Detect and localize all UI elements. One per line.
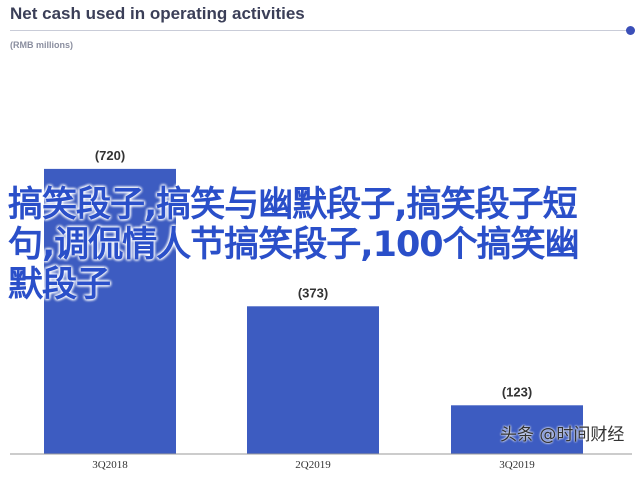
x-tick-label-3Q2019: 3Q2019 [499, 459, 535, 471]
bar-3Q2019 [451, 405, 583, 454]
x-tick-labels-group: 3Q2018 2Q2019 3Q2019 [92, 459, 535, 471]
overlay-text: 搞笑段子,搞笑与幽默段子,搞笑段子短句,调侃情人节搞笑段子,100个搞笑幽默段子 [8, 185, 580, 305]
accent-dot [626, 26, 635, 35]
chart-subtitle: (RMB millions) [10, 40, 73, 50]
value-label-3Q2019: (123) [502, 384, 532, 399]
x-tick-label-3Q2018: 3Q2018 [92, 459, 128, 471]
watermark-text: 头条 @时间财经 [500, 425, 625, 445]
chart-title: Net cash used in operating activities [10, 4, 305, 23]
bar-2Q2019 [247, 306, 379, 454]
x-tick-label-2Q2019: 2Q2019 [295, 459, 331, 471]
value-labels-group: (720) (373) (123) [95, 148, 532, 399]
value-label-2Q2019: (373) [298, 285, 328, 300]
bar-3Q2018 [44, 168, 176, 454]
bars-group [44, 168, 583, 454]
value-label-3Q2018: (720) [95, 148, 125, 163]
title-divider [10, 30, 632, 31]
